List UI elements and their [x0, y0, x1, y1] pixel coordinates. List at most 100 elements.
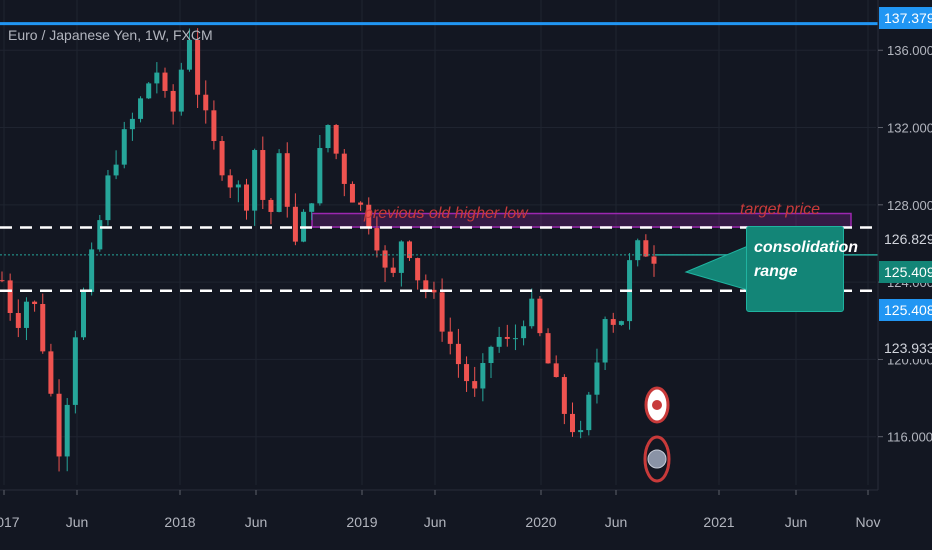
time-tick-label: Nov — [856, 514, 881, 530]
price-label-bg — [879, 7, 932, 29]
time-tick-label: Jun — [605, 514, 628, 530]
candle-body — [529, 298, 535, 327]
candle-body — [464, 364, 470, 382]
candle-body — [72, 337, 78, 405]
candle-body — [512, 338, 518, 340]
candle-body — [244, 184, 249, 211]
candle-body — [138, 98, 144, 119]
candle-body — [105, 175, 111, 221]
candle-body — [545, 333, 551, 364]
candle-body — [455, 343, 461, 365]
candle-body — [178, 69, 184, 112]
candle-body — [203, 94, 209, 111]
candle-body — [358, 202, 364, 205]
previous-high-annotation: previous old higher low — [364, 205, 528, 222]
candle-body — [56, 393, 62, 457]
candle-body — [0, 280, 5, 282]
candle-body — [227, 175, 233, 188]
candle-body — [186, 39, 192, 70]
price-tick-label: 132.000 — [887, 121, 932, 136]
time-axis-bg — [0, 490, 932, 550]
candle-body — [570, 413, 575, 433]
hatched-marker — [647, 449, 667, 469]
candle-body — [162, 72, 168, 91]
candle-body — [447, 331, 453, 344]
chart-markers — [643, 386, 671, 483]
candle-body — [398, 241, 404, 273]
candle-body — [586, 394, 592, 431]
price-label-dark[interactable]: 126.829 — [884, 231, 932, 247]
price-label-bg — [879, 299, 932, 321]
price-label-dark[interactable]: 123.933 — [884, 340, 932, 356]
candle-body — [268, 199, 274, 212]
candle-body — [276, 153, 282, 212]
candle-body — [170, 90, 176, 112]
red-dot-marker — [652, 400, 662, 410]
candle-body — [23, 301, 29, 328]
candle-body — [15, 313, 21, 328]
price-tick-label: 128.000 — [887, 198, 932, 213]
candle-body — [374, 228, 380, 251]
candle-body — [219, 141, 225, 176]
price-label-blue[interactable]: 125.408 — [884, 302, 932, 318]
candle-body — [146, 83, 152, 99]
price-label-teal[interactable]: 125.409 — [884, 264, 932, 280]
candle-body — [390, 267, 396, 273]
candle-body — [431, 289, 437, 293]
candle-body — [382, 250, 388, 268]
candle-body — [553, 363, 559, 378]
candle-body — [325, 125, 331, 149]
candle-body — [81, 291, 86, 338]
candle-body — [341, 153, 347, 184]
price-tick-label: 116.000 — [887, 430, 932, 445]
candle-body — [97, 220, 103, 250]
candle-body — [48, 351, 54, 394]
time-tick-label: Jun — [66, 514, 89, 530]
candle-body — [618, 321, 624, 325]
price-label-bg — [879, 261, 932, 283]
time-tick-label: 2019 — [346, 514, 377, 530]
candle-body — [578, 430, 584, 433]
candle-body — [252, 150, 258, 211]
candle-body — [260, 150, 266, 200]
candle-body — [309, 203, 315, 212]
price-label-blue[interactable]: 137.379 — [884, 10, 932, 26]
candle-body — [349, 183, 355, 203]
time-tick-label: 2017 — [0, 514, 20, 530]
candle-body — [292, 206, 298, 242]
candle-body — [407, 241, 412, 259]
time-tick-label: 2021 — [703, 514, 734, 530]
candle-body — [113, 164, 119, 176]
candle-body — [195, 39, 201, 95]
candle-body — [40, 303, 46, 352]
candle-body — [64, 404, 70, 457]
price-label-bg — [879, 337, 932, 359]
candle-body — [439, 292, 445, 332]
price-tick-label: 136.000 — [887, 43, 932, 58]
candle-body — [317, 148, 323, 204]
candle-body — [129, 118, 135, 130]
candle-body — [284, 153, 290, 207]
candle-body — [235, 184, 241, 188]
candle-body — [154, 72, 160, 84]
candle-body — [366, 204, 372, 229]
candle-body — [415, 258, 421, 281]
price-label-bg — [879, 228, 932, 250]
consolidation-callout[interactable] — [746, 226, 844, 312]
candle-body — [333, 125, 339, 154]
candle-body — [89, 249, 95, 292]
time-tick-label: Jun — [245, 514, 268, 530]
time-axis[interactable]: 2017 Jun 2018 Jun 2019 Jun 2020 Jun 2021 Jun Nov — [0, 489, 932, 550]
time-tick-label: Jun — [785, 514, 808, 530]
candle-body — [496, 336, 502, 347]
candle-body — [561, 377, 567, 414]
candle-series — [0, 28, 657, 472]
symbol-title: Euro / Japanese Yen, 1W, FXCM — [8, 27, 213, 43]
candle-body — [480, 363, 486, 389]
candle-body — [594, 362, 600, 395]
time-tick-label: Jun — [424, 514, 447, 530]
time-tick-label: 2020 — [525, 514, 556, 530]
price-axis[interactable]: 116.000120.000124.000128.000132.000136.0… — [877, 0, 932, 490]
candle-body — [602, 319, 608, 363]
candle-body — [423, 280, 429, 290]
